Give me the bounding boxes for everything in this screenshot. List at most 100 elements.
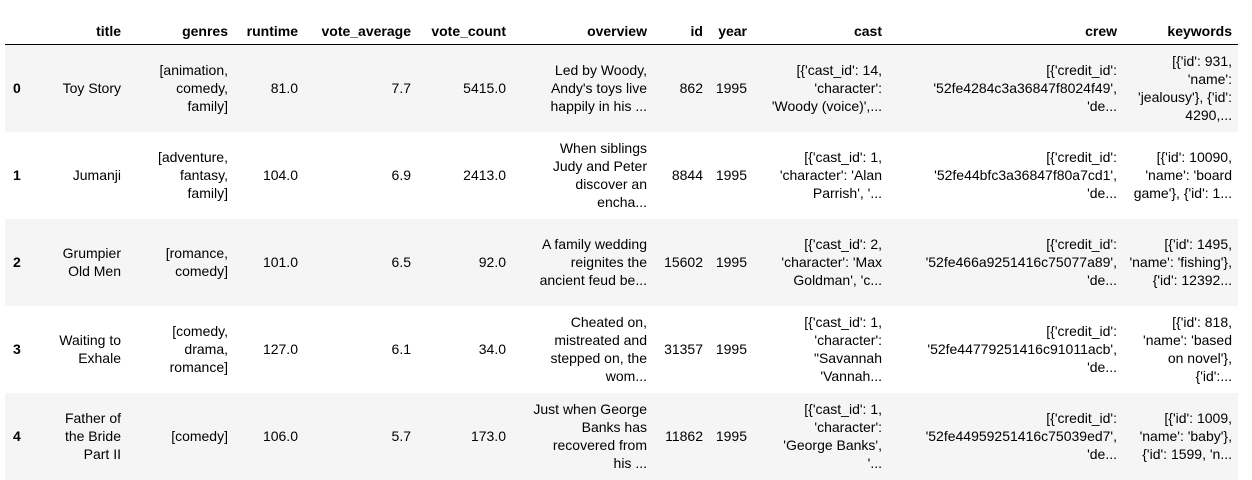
cell-genres: [animation, comedy, family] — [127, 45, 234, 132]
cell-vote-count: 2413.0 — [463, 167, 506, 183]
cell-genres: [romance, comedy] — [127, 219, 234, 306]
cell-overview-text: Led by Woody, Andy's toys live happily i… — [550, 62, 648, 115]
header-title: title — [40, 18, 127, 45]
cell-year: 1995 — [715, 341, 747, 357]
cell-keywords: [{'id': 818, 'name': 'based on novel'}, … — [1123, 306, 1238, 393]
cell-crew: [{'credit_id': '52fe44779251416c91011acb… — [888, 306, 1123, 393]
cell-genres-text: [adventure, fantasy, family] — [157, 149, 228, 201]
cell-id: 8844 — [671, 167, 703, 183]
cell-year: 1995 — [715, 428, 747, 444]
cell-keywords-text: [{'id': 10090, 'name': 'board game'}, {'… — [1133, 149, 1232, 201]
cell-overview: Led by Woody, Andy's toys live happily i… — [512, 45, 653, 132]
cell-runtime: 81.0 — [270, 80, 298, 97]
header-crew: crew — [888, 18, 1123, 45]
cell-crew: [{'credit_id': '52fe44959251416c75039ed7… — [888, 393, 1123, 480]
row-index: 2 — [13, 254, 21, 270]
header-vote-count: vote_count — [417, 18, 512, 45]
cell-runtime: 127.0 — [262, 341, 298, 357]
table-row: 2 Grumpier Old Men [romance, comedy] 101… — [5, 218, 1238, 306]
cell-cast: [{'cast_id': 14, 'character': 'Woody (vo… — [753, 45, 888, 132]
cell-title: Waiting to Exhale — [40, 306, 127, 393]
header-row: title genres runtime vote_average vote_c… — [5, 18, 1238, 45]
table-row: 4 Father of the Bride Part II [comedy] 1… — [5, 392, 1238, 480]
cell-year: 1995 — [715, 167, 747, 183]
cell-crew: [{'credit_id': '52fe4284c3a36847f8024f49… — [888, 45, 1123, 132]
header-year: year — [709, 18, 753, 45]
header-runtime: runtime — [234, 18, 304, 45]
cell-keywords-text: [{'id': 818, 'name': 'based on novel'}, … — [1143, 314, 1232, 384]
cell-keywords: [{'id': 1009, 'name': 'baby'}, {'id': 15… — [1123, 393, 1238, 480]
cell-cast-text: [{'cast_id': 1, 'character': 'George Ban… — [783, 401, 882, 471]
cell-genres-text: [romance, comedy] — [165, 245, 228, 279]
cell-overview: A family wedding reignites the ancient f… — [512, 219, 653, 306]
cell-keywords: [{'id': 10090, 'name': 'board game'}, {'… — [1123, 132, 1238, 219]
table-row: 3 Waiting to Exhale [comedy, drama, roma… — [5, 305, 1238, 393]
cell-cast: [{'cast_id': 1, 'character': 'Alan Parri… — [753, 132, 888, 219]
cell-title: Grumpier Old Men — [40, 219, 127, 306]
cell-genres: [comedy, drama, romance] — [127, 306, 234, 393]
cell-cast: [{'cast_id': 1, 'character': 'George Ban… — [753, 393, 888, 480]
cell-id: 11862 — [665, 428, 703, 444]
cell-vote-average: 6.5 — [391, 254, 411, 270]
cell-overview-text: Just when George Banks has recovered fro… — [533, 401, 647, 471]
cell-crew-text: [{'credit_id': '52fe44bfc3a36847f80a7cd1… — [934, 149, 1117, 201]
cell-cast: [{'cast_id': 2, 'character': 'Max Goldma… — [753, 219, 888, 306]
cell-keywords: [{'id': 931, 'name': 'jealousy'}, {'id':… — [1123, 45, 1238, 132]
cell-id: 31357 — [664, 341, 703, 357]
cell-title-text: Grumpier Old Men — [62, 245, 121, 279]
cell-title-text: Toy Story — [62, 80, 121, 97]
cell-crew-text: [{'credit_id': '52fe4284c3a36847f8024f49… — [933, 62, 1117, 115]
cell-id: 15602 — [664, 254, 703, 270]
cell-crew: [{'credit_id': '52fe44bfc3a36847f80a7cd1… — [888, 132, 1123, 219]
cell-cast-text: [{'cast_id': 2, 'character': 'Max Goldma… — [781, 236, 882, 288]
table-row: 1 Jumanji [adventure, fantasy, family] 1… — [5, 131, 1238, 219]
cell-title-text: Jumanji — [72, 167, 121, 183]
cell-vote-count: 173.0 — [470, 428, 506, 444]
dataframe-output: title genres runtime vote_average vote_c… — [5, 18, 1238, 480]
cell-overview: Just when George Banks has recovered fro… — [512, 393, 653, 480]
cell-title-text: Waiting to Exhale — [59, 332, 121, 366]
cell-id: 862 — [679, 80, 703, 97]
cell-overview: Cheated on, mistreated and stepped on, t… — [512, 306, 653, 393]
cell-crew: [{'credit_id': '52fe466a9251416c75077a89… — [888, 219, 1123, 306]
cell-vote-average: 7.7 — [391, 80, 411, 97]
cell-vote-average: 6.1 — [391, 341, 411, 357]
cell-genres-text: [animation, comedy, family] — [159, 62, 228, 115]
cell-cast-text: [{'cast_id': 14, 'character': 'Woody (vo… — [771, 62, 882, 115]
cell-title: Jumanji — [40, 132, 127, 219]
cell-runtime: 106.0 — [262, 428, 298, 444]
cell-genres-text: [comedy, drama, romance] — [169, 323, 228, 375]
row-index: 0 — [13, 80, 21, 97]
cell-cast: [{'cast_id': 1, 'character': "Savannah '… — [753, 306, 888, 393]
cell-genres: [comedy] — [127, 393, 234, 480]
cell-overview-text: When siblings Judy and Peter discover an… — [552, 140, 647, 210]
cell-vote-average: 5.7 — [391, 428, 411, 444]
header-cast: cast — [753, 18, 888, 45]
cell-overview: When siblings Judy and Peter discover an… — [512, 132, 653, 219]
cell-crew-text: [{'credit_id': '52fe44959251416c75039ed7… — [925, 410, 1117, 462]
header-index — [5, 18, 40, 45]
cell-cast-text: [{'cast_id': 1, 'character': "Savannah '… — [804, 314, 882, 384]
header-id: id — [653, 18, 709, 45]
cell-crew-text: [{'credit_id': '52fe466a9251416c75077a89… — [925, 236, 1117, 288]
cell-crew-text: [{'credit_id': '52fe44779251416c91011acb… — [927, 323, 1117, 375]
header-keywords: keywords — [1123, 18, 1238, 45]
cell-keywords-text: [{'id': 1009, 'name': 'baby'}, {'id': 15… — [1139, 410, 1232, 462]
header-overview: overview — [512, 18, 653, 45]
cell-genres: [adventure, fantasy, family] — [127, 132, 234, 219]
cell-genres-text: [comedy] — [171, 428, 228, 444]
cell-runtime: 101.0 — [262, 254, 298, 270]
cell-keywords: [{'id': 1495, 'name': 'fishing'}, {'id':… — [1123, 219, 1238, 306]
cell-vote-count: 5415.0 — [463, 80, 506, 97]
row-index: 3 — [13, 341, 21, 357]
cell-runtime: 104.0 — [262, 167, 298, 183]
cell-year: 1995 — [715, 254, 747, 270]
header-vote-average: vote_average — [304, 18, 417, 45]
dataframe-table: title genres runtime vote_average vote_c… — [5, 18, 1238, 480]
cell-overview-text: Cheated on, mistreated and stepped on, t… — [550, 314, 647, 384]
cell-cast-text: [{'cast_id': 1, 'character': 'Alan Parri… — [779, 149, 882, 201]
cell-title: Toy Story — [40, 45, 127, 132]
cell-keywords-text: [{'id': 1495, 'name': 'fishing'}, {'id':… — [1129, 236, 1232, 288]
cell-vote-count: 34.0 — [478, 341, 506, 357]
cell-vote-count: 92.0 — [478, 254, 506, 270]
